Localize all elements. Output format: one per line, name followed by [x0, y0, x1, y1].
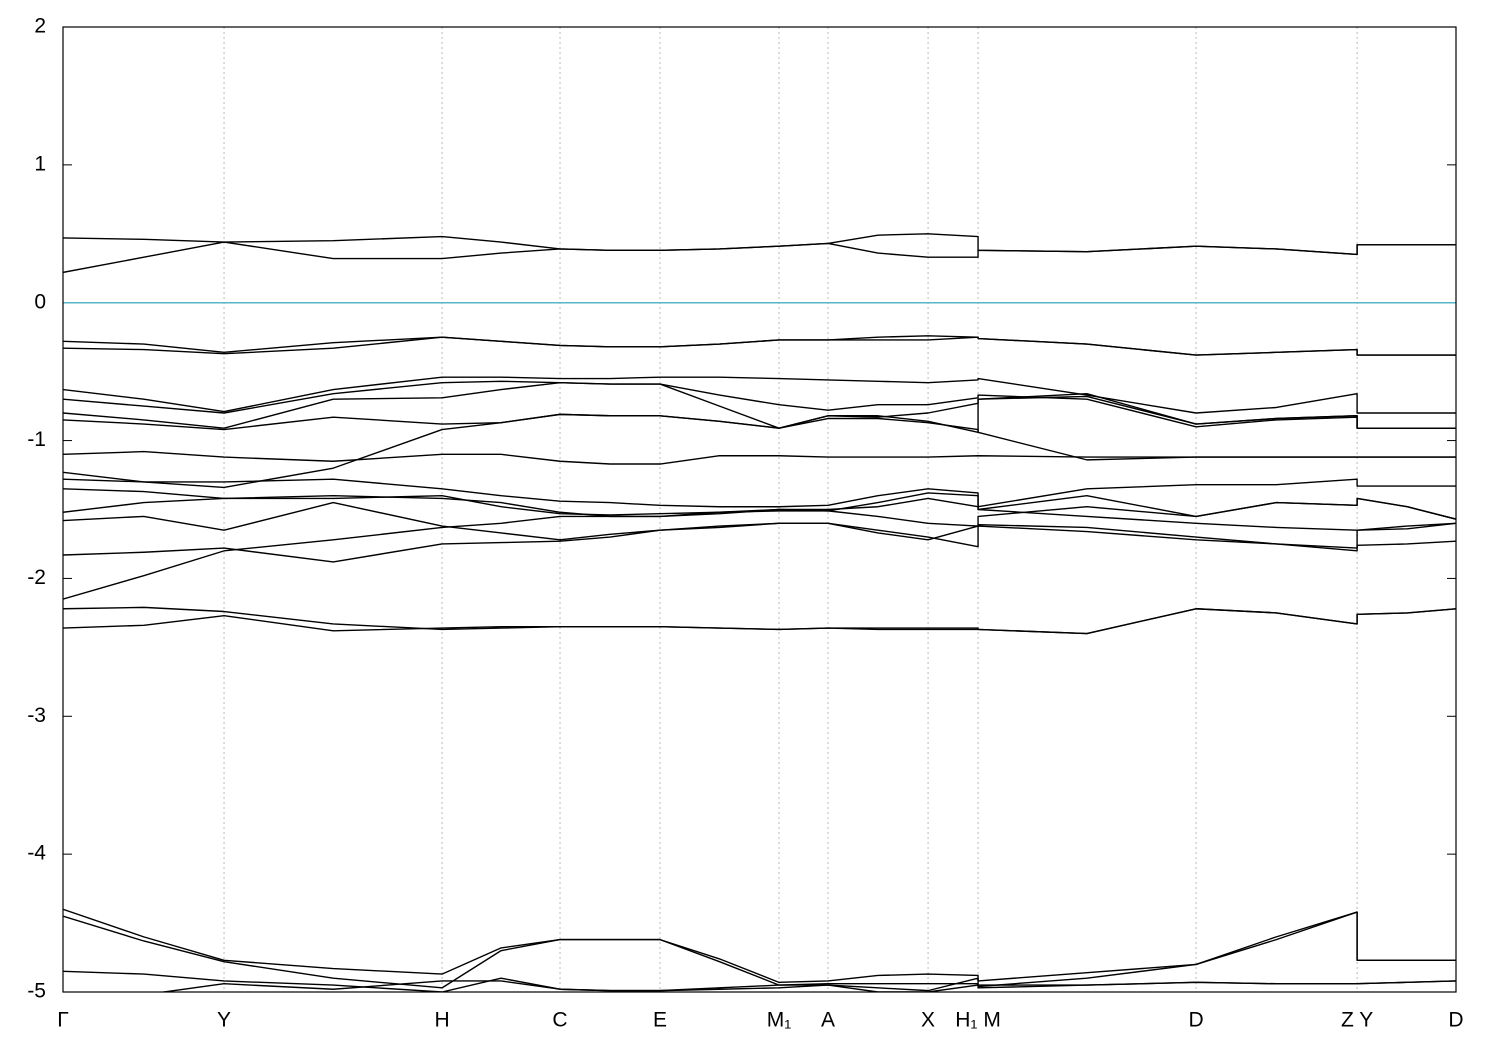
plot-frame [62, 26, 1457, 993]
band-line [63, 608, 1456, 635]
y-tick-label: -1 [27, 428, 46, 451]
x-tick-label: X [921, 1009, 935, 1032]
band-line [63, 380, 1456, 429]
x-tick-label: M₁ [767, 1009, 792, 1032]
x-tick-label: C [552, 1009, 567, 1032]
y-tick-label: -5 [27, 980, 46, 1003]
x-tick-label: A [821, 1009, 835, 1032]
band-line [63, 908, 1456, 984]
x-tick-label: D [1188, 1009, 1203, 1032]
band-line [63, 522, 1456, 563]
band-line [63, 450, 1456, 465]
x-tick-label: D [1448, 1009, 1463, 1032]
y-tick-label: 0 [34, 290, 46, 313]
band-line [158, 977, 1456, 992]
y-tick-label: -3 [27, 704, 46, 727]
band-line [63, 241, 1456, 274]
band-line [63, 395, 1456, 489]
band-line [63, 495, 1456, 600]
band-line [63, 381, 1456, 429]
band-line [63, 911, 1456, 992]
x-tick-label: H [434, 1009, 449, 1032]
band-line [63, 376, 1456, 414]
x-tick-label: Y [217, 1009, 231, 1032]
y-tick-label: -2 [27, 566, 46, 589]
x-tick-label: E [653, 1009, 667, 1032]
y-tick-label: 2 [34, 15, 46, 38]
x-tick-label: Z Y [1341, 1009, 1373, 1032]
band-line [63, 335, 1456, 356]
x-tick-label: Γ [57, 1009, 69, 1032]
band-line [63, 478, 1456, 508]
y-tick-label: 1 [34, 152, 46, 175]
band-line [63, 336, 1456, 356]
x-tick-label: H₁ M [955, 1009, 1001, 1032]
band-line [63, 233, 1456, 256]
y-tick-label: -4 [27, 842, 46, 865]
